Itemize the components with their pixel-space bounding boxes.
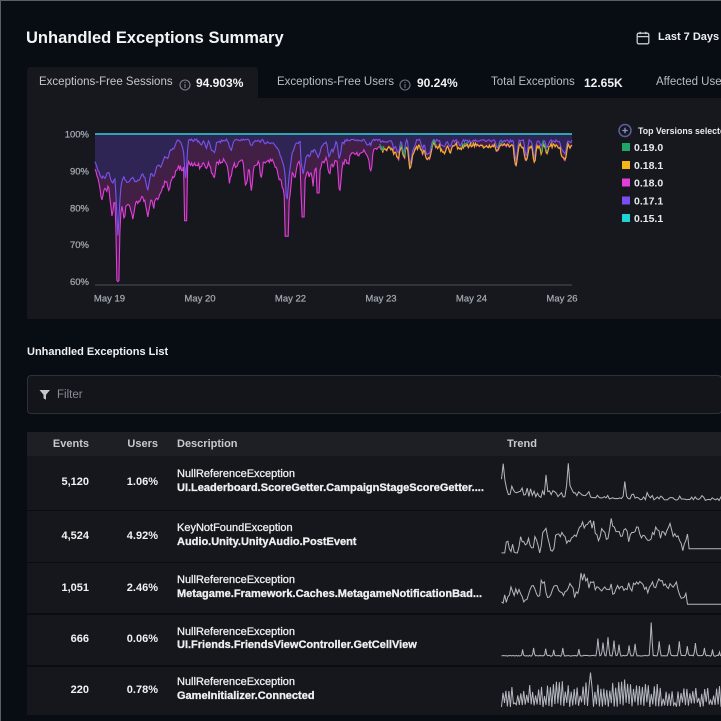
svg-text:May 24: May 24 [456,294,487,305]
svg-text:70%: 70% [70,240,90,251]
svg-text:May 19: May 19 [94,294,125,305]
svg-text:90%: 90% [70,166,90,177]
svg-text:Top Versions selected: Top Versions selected [638,126,721,136]
svg-text:60%: 60% [70,277,90,288]
svg-text:May 23: May 23 [365,294,396,305]
svg-text:0.18.1: 0.18.1 [634,160,663,172]
svg-text:0.19.0: 0.19.0 [634,142,663,154]
svg-text:0.15.1: 0.15.1 [634,213,663,225]
svg-text:May 22: May 22 [275,294,306,305]
svg-text:May 20: May 20 [184,294,215,305]
svg-text:0.18.0: 0.18.0 [634,178,663,190]
svg-text:0.17.1: 0.17.1 [634,196,663,208]
svg-text:80%: 80% [70,203,90,214]
svg-text:100%: 100% [65,130,90,141]
svg-text:May 26: May 26 [546,294,577,305]
